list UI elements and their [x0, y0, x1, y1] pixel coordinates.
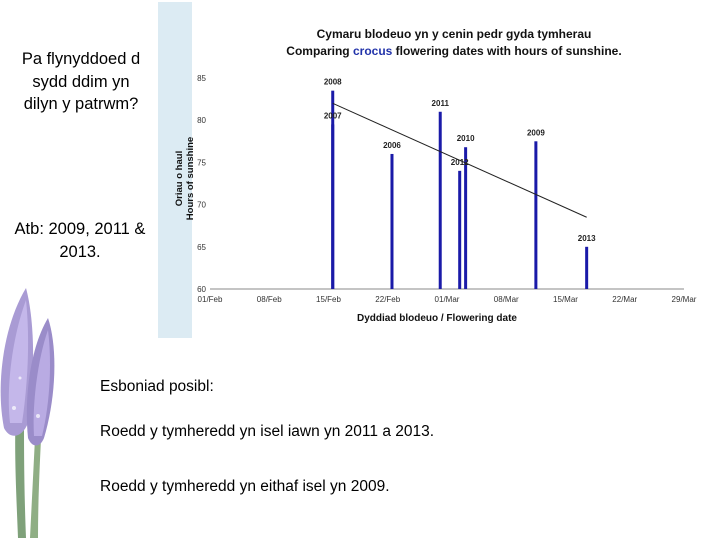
chart-area: Cymaru blodeuo yn y cenin pedr gyda tymh… — [192, 2, 716, 338]
y-axis-label-welsh: Oriau o haul — [174, 151, 185, 206]
x-tick-label: 08/Mar — [494, 295, 519, 304]
chart-title-part: flowering dates with hours of sunshine. — [392, 44, 622, 58]
data-label-2012: 2012 — [451, 158, 469, 167]
data-label-2009: 2009 — [527, 128, 545, 137]
x-tick-label: 01/Mar — [435, 295, 460, 304]
chart-title-part: Comparing — [286, 44, 353, 58]
x-tick-label: 15/Mar — [553, 295, 578, 304]
x-tick-label: 22/Feb — [375, 295, 400, 304]
bar-2013 — [585, 246, 589, 289]
explanation-heading: Esboniad posibl: — [100, 378, 214, 395]
bar-2012 — [458, 170, 462, 289]
explanation-line-2: Roedd y tymheredd yn eithaf isel yn 2009… — [100, 478, 390, 495]
bar-2007 — [331, 124, 335, 289]
question-text: Pa flynyddoed d sydd ddim yn dilyn y pat… — [21, 50, 141, 113]
x-tick-label: 08/Feb — [257, 295, 282, 304]
bar-chart: 60 65 70 75 80 85 01/Feb 08/Feb 15/Feb 22/Feb 01/M… — [174, 74, 697, 324]
x-axis-label: Dyddiad blodeuo / Flowering date — [357, 313, 517, 324]
trend-line — [332, 102, 587, 218]
chart-title-english: Comparing crocus flowering dates with ho… — [192, 44, 716, 58]
bar-2006 — [390, 153, 394, 289]
chart-panel: Cymaru blodeuo yn y cenin pedr gyda tymh… — [158, 2, 716, 338]
bar-2009 — [534, 141, 538, 289]
x-tick-label: 01/Feb — [198, 295, 223, 304]
x-tick-label: 29/Mar — [672, 295, 697, 304]
data-label-2007: 2007 — [324, 111, 342, 120]
y-tick-label: 75 — [197, 158, 206, 167]
y-tick-label: 60 — [197, 285, 206, 294]
crocus-image — [0, 288, 60, 540]
chart-title-welsh: Cymaru blodeuo yn y cenin pedr gyda tymh… — [316, 27, 592, 41]
x-tick-label: 22/Mar — [612, 295, 637, 304]
bar-2010 — [464, 147, 468, 289]
y-tick-label: 70 — [197, 201, 206, 210]
y-tick-label: 65 — [197, 243, 206, 252]
explanation-line-1: Roedd y tymheredd yn isel iawn yn 2011 a… — [100, 423, 435, 440]
data-label-2011: 2011 — [432, 99, 450, 108]
y-axis-label-english: Hours of sunshine — [185, 137, 196, 220]
bar-2011 — [438, 111, 442, 289]
x-tick-label: 15/Feb — [316, 295, 341, 304]
data-label-2010: 2010 — [457, 134, 475, 143]
data-label-2013: 2013 — [578, 234, 596, 243]
data-label-2008: 2008 — [324, 78, 342, 87]
y-tick-label: 80 — [197, 116, 206, 125]
chart-title-accent: crocus — [352, 44, 393, 58]
answer-text: Atb: 2009, 2011 & 2013. — [14, 220, 146, 261]
data-label-2006: 2006 — [383, 141, 401, 150]
y-tick-label: 85 — [197, 74, 206, 83]
